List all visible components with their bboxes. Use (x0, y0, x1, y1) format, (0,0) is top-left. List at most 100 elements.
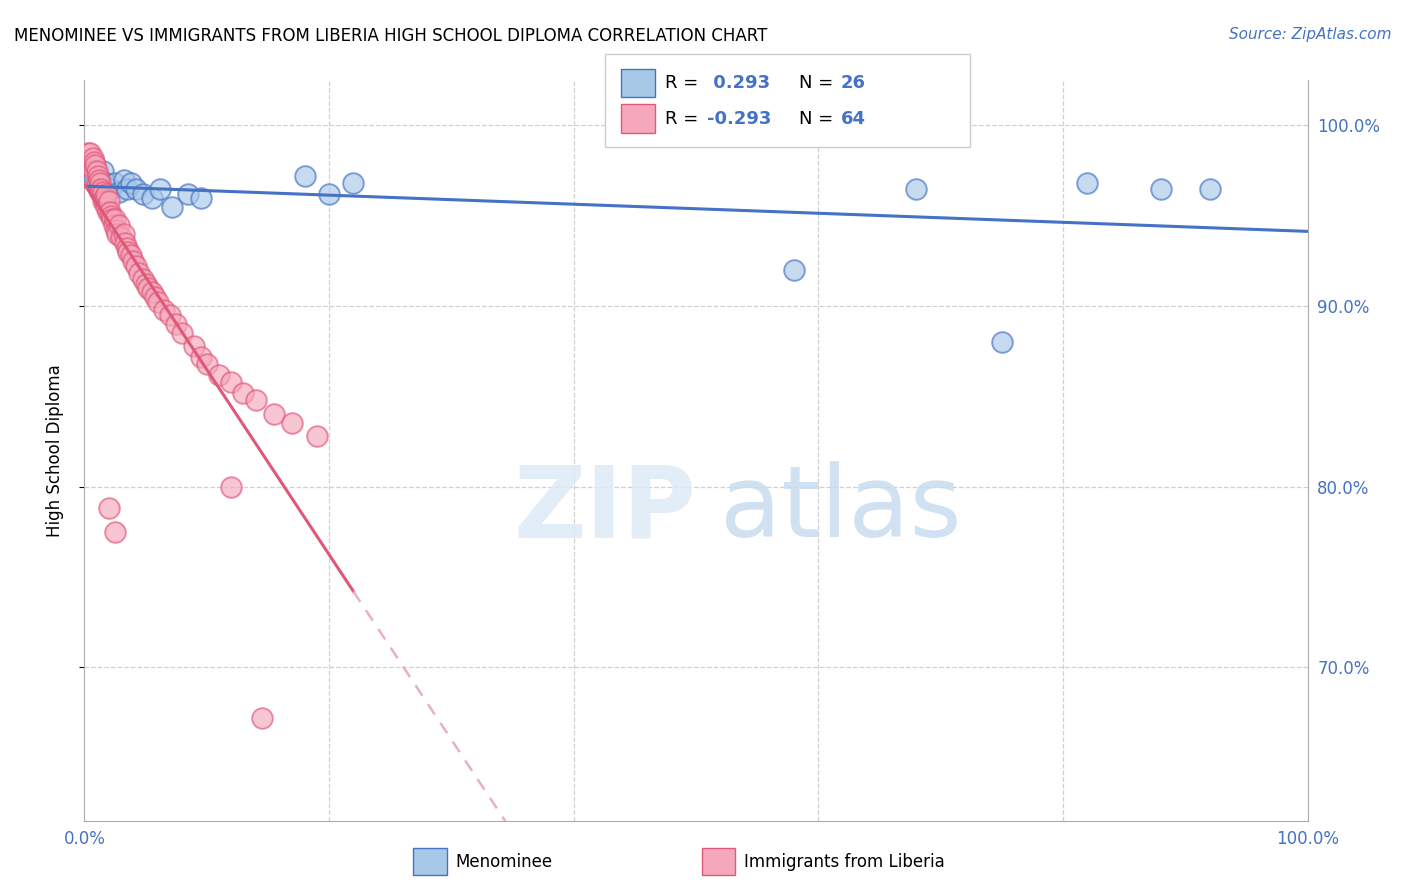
Point (149, 181, 172, 195)
Point (97, 194, 120, 209)
Point (783, 263, 806, 277)
Point (105, 227, 128, 241)
Text: MENOMINEE VS IMMIGRANTS FROM LIBERIA HIGH SCHOOL DIPLOMA CORRELATION CHART: MENOMINEE VS IMMIGRANTS FROM LIBERIA HIG… (14, 27, 768, 45)
Point (162, 200, 184, 214)
Point (177, 187, 200, 202)
Point (91, 186, 114, 200)
Point (91, 194, 114, 209)
Point (101, 212, 124, 227)
Point (232, 385, 254, 400)
Point (294, 169, 316, 183)
Point (208, 368, 231, 382)
Point (100, 181, 122, 195)
Point (172, 326, 194, 340)
Text: 0.293: 0.293 (707, 74, 770, 92)
Point (318, 187, 340, 202)
Point (89, 176, 111, 190)
Text: atlas: atlas (720, 461, 962, 558)
Point (263, 408, 285, 422)
Point (112, 172, 135, 186)
Point (97, 205, 120, 219)
Point (105, 223, 128, 237)
Point (1150, 181, 1173, 195)
Point (114, 235, 136, 250)
Point (115, 181, 138, 195)
Point (87, 181, 110, 195)
Point (1198, 181, 1220, 195)
Text: 26: 26 (841, 74, 866, 92)
Point (245, 392, 267, 407)
Point (83, 163, 105, 178)
Y-axis label: High School Diploma: High School Diploma (45, 364, 63, 537)
Point (90, 181, 112, 195)
Point (79, 158, 101, 172)
Text: Menominee: Menominee (456, 853, 553, 871)
Point (94, 194, 117, 209)
Point (77, 145, 100, 160)
Point (120, 176, 142, 190)
Point (87, 172, 110, 186)
Point (117, 244, 139, 259)
Point (905, 181, 928, 195)
Point (136, 281, 159, 295)
Point (141, 191, 163, 205)
Point (122, 253, 145, 268)
Point (141, 285, 163, 299)
Point (98, 205, 121, 219)
Point (84, 158, 107, 172)
Point (342, 176, 364, 190)
Point (125, 181, 148, 195)
Point (165, 317, 187, 331)
Point (183, 339, 205, 353)
Point (281, 417, 304, 431)
Point (115, 241, 138, 255)
Text: -0.293: -0.293 (707, 110, 772, 128)
Point (87, 169, 110, 183)
Point (100, 209, 122, 223)
Point (219, 479, 242, 493)
Point (86, 163, 108, 178)
Point (112, 227, 135, 241)
Point (128, 267, 150, 281)
Text: Source: ZipAtlas.com: Source: ZipAtlas.com (1229, 27, 1392, 42)
Text: 64: 64 (841, 110, 866, 128)
Point (104, 212, 127, 227)
Point (107, 218, 129, 232)
Text: Immigrants from Liberia: Immigrants from Liberia (744, 853, 945, 871)
Point (96, 187, 118, 202)
Point (97, 501, 120, 516)
Point (219, 375, 242, 389)
Point (79, 145, 101, 160)
Text: R =: R = (665, 110, 704, 128)
Point (190, 350, 212, 364)
Point (86, 176, 108, 190)
Point (89, 186, 111, 200)
Point (159, 308, 181, 322)
Text: R =: R = (665, 74, 704, 92)
Point (107, 186, 129, 200)
Point (104, 176, 127, 190)
Point (120, 248, 142, 262)
Point (103, 218, 125, 232)
Point (153, 302, 176, 317)
Point (305, 429, 328, 443)
Point (125, 260, 148, 274)
Point (132, 272, 155, 286)
Point (104, 524, 127, 539)
Point (143, 290, 166, 304)
Point (96, 176, 118, 190)
Point (132, 187, 155, 202)
Point (82, 151, 104, 165)
Text: N =: N = (799, 74, 838, 92)
Point (146, 295, 169, 310)
Point (190, 191, 212, 205)
Point (91, 163, 114, 178)
Point (83, 154, 105, 169)
Text: N =: N = (799, 110, 838, 128)
Text: ZIP: ZIP (513, 461, 696, 558)
Point (83, 169, 105, 183)
Point (991, 335, 1014, 350)
Point (250, 711, 273, 725)
Point (1076, 176, 1098, 190)
Point (96, 200, 118, 214)
